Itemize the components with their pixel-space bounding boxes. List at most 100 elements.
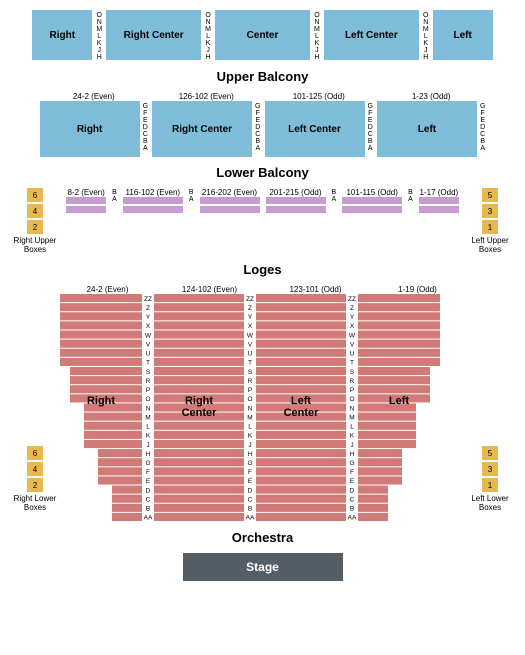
loge-range-4: 101-115 (Odd) [346,188,397,197]
box-1[interactable]: 1 [482,220,498,234]
lbox-1[interactable]: 1 [482,478,498,492]
box-4[interactable]: 4 [27,204,43,218]
svg-text:F: F [350,469,354,476]
lbox-5[interactable]: 5 [482,446,498,460]
lbox-4[interactable]: 4 [27,462,43,476]
svg-text:H: H [350,451,355,458]
svg-text:D: D [248,487,253,494]
ub-right[interactable]: Right [32,10,92,60]
loge-5b[interactable] [419,197,459,204]
right-lower-boxes-label: Right Lower Boxes [10,494,60,512]
ub-center[interactable]: Center [215,10,310,60]
box-6[interactable]: 6 [27,188,43,202]
svg-text:R: R [350,378,355,385]
loge-range-5: 1-17 (Odd) [420,188,459,197]
stage: Stage [183,553,343,581]
svg-text:J: J [350,442,353,449]
orchestra-svg: ZZZZZZZZZYYYXXXWWWVVVUUUTTTSSSRRRPPPOOON… [60,294,465,522]
svg-text:Left: Left [291,395,312,407]
lb-left-center[interactable]: Left Center [265,101,365,157]
ub-row-letters-1: ONMLKJH [96,10,102,61]
svg-text:M: M [247,414,252,421]
svg-text:Center: Center [284,407,320,419]
loge-2b[interactable] [200,197,260,204]
loge-1b[interactable] [123,197,183,204]
svg-text:W: W [349,332,356,339]
svg-text:V: V [248,341,253,348]
svg-text:T: T [146,360,150,367]
svg-text:J: J [146,442,149,449]
box-2[interactable]: 2 [27,220,43,234]
svg-text:S: S [146,369,151,376]
loge-1a[interactable] [123,206,183,213]
lb-right-center[interactable]: Right Center [152,101,252,157]
svg-text:R: R [248,378,253,385]
svg-text:M: M [349,414,354,421]
svg-text:Z: Z [146,305,150,312]
loge-4b[interactable] [342,197,402,204]
svg-text:Y: Y [248,314,253,321]
svg-text:C: C [146,496,151,503]
lb-row-letters-3: GFEDCBA [368,101,373,157]
svg-text:G: G [247,460,252,467]
svg-text:AA: AA [348,515,357,522]
lb-rc-range: 126-102 (Even) [179,92,234,101]
svg-text:AA: AA [246,515,255,522]
loge-5a[interactable] [419,206,459,213]
lower-balcony-row: 24-2 (Even) Right GFEDCBA 126-102 (Even)… [10,92,515,157]
svg-text:C: C [350,496,355,503]
upper-balcony-row: Right ONMLKJH Right Center ONMLKJH Cente… [10,10,515,61]
svg-text:U: U [248,351,253,358]
lb-left[interactable]: Left [377,101,477,157]
ub-row-letters-3: ONMLKJH [314,10,320,61]
lb-left-range: 1-23 (Odd) [412,92,451,101]
svg-text:K: K [350,433,355,440]
orch-right-range: 24-2 (Even) [67,285,149,294]
svg-text:R: R [146,378,151,385]
lbox-3[interactable]: 3 [482,462,498,476]
svg-text:V: V [146,341,151,348]
loge-range-0: 8-2 (Even) [67,188,104,197]
svg-text:Right: Right [87,395,115,407]
lb-row-letters-1: GFEDCBA [143,101,148,157]
ub-left[interactable]: Left [433,10,493,60]
svg-text:P: P [248,387,252,394]
box-5[interactable]: 5 [482,188,498,202]
svg-text:D: D [146,487,151,494]
loge-3a[interactable] [266,206,326,213]
loge-0a[interactable] [66,206,106,213]
lbox-6[interactable]: 6 [27,446,43,460]
svg-text:ZZ: ZZ [348,296,356,303]
svg-text:O: O [145,396,150,403]
loge-4a[interactable] [342,206,402,213]
left-upper-boxes: 5 3 1 Left Upper Boxes [465,188,515,254]
svg-text:Left: Left [389,395,410,407]
loge-0b[interactable] [66,197,106,204]
ub-left-center[interactable]: Left Center [324,10,419,60]
svg-text:E: E [248,478,253,485]
ub-row-letters-2: ONMLKJH [205,10,211,61]
svg-text:P: P [350,387,354,394]
svg-text:H: H [248,451,253,458]
loge-3b[interactable] [266,197,326,204]
lbox-2[interactable]: 2 [27,478,43,492]
svg-text:W: W [145,332,152,339]
svg-text:E: E [146,478,151,485]
svg-text:B: B [350,506,354,513]
lb-right[interactable]: Right [40,101,140,157]
right-upper-boxes: 6 4 2 Right Upper Boxes [10,188,60,254]
right-lower-boxes: 6 4 2 Right Lower Boxes [10,446,60,512]
svg-text:X: X [248,323,253,330]
upper-balcony-label: Upper Balcony [10,69,515,84]
svg-text:Right: Right [185,395,213,407]
left-lower-boxes: 5 3 1 Left Lower Boxes [465,446,515,512]
svg-text:Y: Y [146,314,151,321]
ub-right-center[interactable]: Right Center [106,10,201,60]
left-upper-boxes-label: Left Upper Boxes [465,236,515,254]
svg-text:N: N [350,405,355,412]
svg-text:N: N [146,405,151,412]
loge-letters-1: BA [189,188,194,204]
loge-letters-3: BA [408,188,413,204]
box-3[interactable]: 3 [482,204,498,218]
loge-2a[interactable] [200,206,260,213]
